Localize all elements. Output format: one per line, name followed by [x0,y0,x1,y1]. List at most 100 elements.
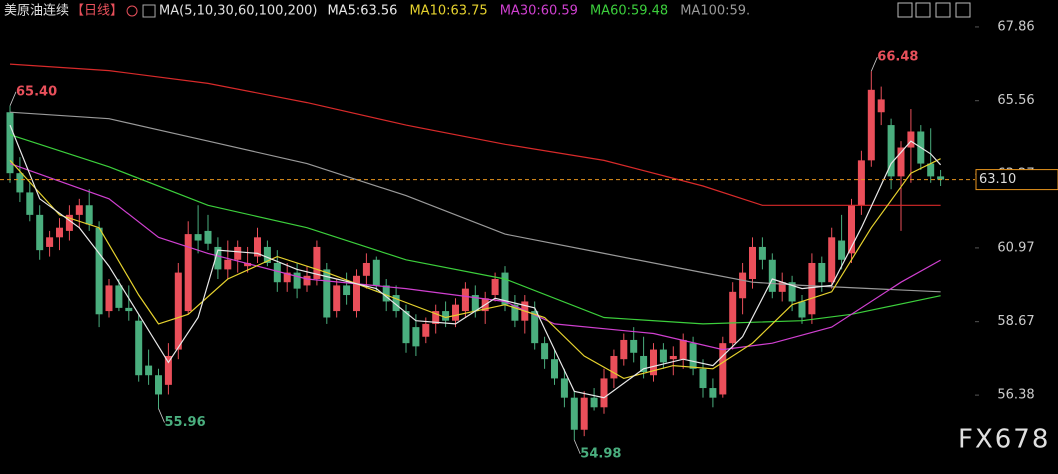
candle-body [471,295,479,312]
tool-button[interactable] [897,2,913,18]
candle-body [461,288,469,312]
settings-icon [126,5,138,17]
candle-body [303,275,311,286]
header-text: MA(5,10,30,60,100,200) [159,4,317,19]
candle-body [511,304,519,321]
candle-body [452,304,459,321]
annotation-pointer [573,439,581,455]
candle-body [798,301,806,318]
candle-body [214,246,222,270]
tool-button[interactable] [955,2,971,18]
ma-line [9,134,941,325]
candle-body [551,359,558,379]
candle-body [402,311,410,344]
candle-body [273,262,281,283]
y-tick-label: 67.86 [997,19,1034,34]
candle-body [531,311,539,344]
candle-body [204,230,212,244]
candle-body [709,388,717,398]
candle-body [75,205,83,215]
candle-body [729,291,737,344]
candle-body [541,343,549,360]
candle-body [491,279,499,296]
candle-body [848,205,855,254]
annotation-pointer [870,57,878,72]
candle-body [620,339,628,360]
candle-body [768,259,776,292]
candle-body [353,275,360,312]
y-tick-label: 65.56 [997,93,1034,108]
annotation-pointer [9,91,17,106]
annotation-label: 55.96 [165,415,206,430]
candle-body [85,205,93,225]
candle-body [432,311,440,324]
ma-line [9,124,942,399]
y-tick-label: 58.67 [997,314,1034,329]
candle-body [244,262,252,267]
indicator-icon [142,4,156,18]
candle-body [283,272,291,283]
candle-body [828,237,836,283]
candle-body [749,246,756,280]
candle-body [56,227,63,238]
candle-body [650,349,657,376]
candle-body [590,397,598,408]
candle-body [867,89,875,161]
candle-body [95,227,103,315]
candle-body [382,285,390,302]
candle-body [788,282,796,302]
candle-body [412,327,420,347]
candle-body [16,173,24,193]
y-tick-label: 56.38 [997,388,1034,403]
candle-body [422,323,430,337]
candle-body [194,234,202,241]
candle-body [630,339,638,353]
candle-body [857,160,865,206]
candle-body [392,295,400,312]
candle-body [719,343,727,395]
candle-body [46,237,54,247]
candle-body [234,246,242,260]
candle-body [174,272,182,350]
candle-body [125,307,133,312]
candle-body [362,262,370,276]
candle-body [778,282,786,292]
watermark: FX678 [958,425,1050,455]
candle-body [927,163,935,177]
candle-body [115,285,123,308]
candle-body [758,246,766,260]
candle-body [877,99,885,113]
ma-line [9,158,941,380]
candle-body [263,246,271,263]
candle-body [659,349,667,363]
candle-body [36,214,44,251]
candle-body [699,368,707,389]
candle-body [333,285,341,312]
candle-body [610,355,618,379]
toolbar[interactable] [897,2,971,18]
candle-body [679,339,687,360]
y-tick-label: 60.97 [997,240,1034,255]
candle-body [600,378,608,408]
candle-body [739,272,747,299]
annotation-label: 54.98 [580,447,621,462]
header-text: 【日线】 [71,4,123,19]
candle-body [907,131,915,148]
candle-body [155,375,162,395]
candle-body [372,259,380,286]
header-text: MA10:63.75 [409,4,487,19]
candle-body [580,397,588,430]
header-text: MA5:63.56 [327,4,397,19]
candle-body [164,355,172,385]
tool-button[interactable] [935,2,951,18]
candle-body [105,285,113,312]
annotation-label: 65.40 [16,84,57,99]
tool-button[interactable] [915,2,931,18]
candle-body [224,259,232,270]
ma-line [9,63,941,206]
candle-body [669,355,677,360]
candle-body [145,365,153,376]
header-text: MA100:59. [680,4,750,19]
